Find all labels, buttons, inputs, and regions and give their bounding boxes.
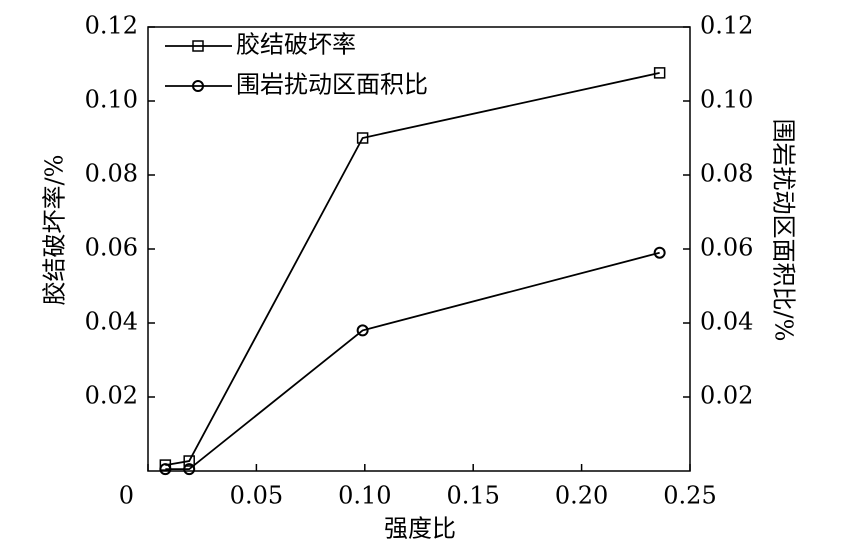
point	[653, 67, 666, 79]
y-tick-label: 0.10	[85, 86, 138, 114]
y-tick-label: 0.06	[85, 234, 138, 262]
y2-tick-label: 0.10	[700, 86, 753, 114]
y-tick-label: 0.02	[85, 382, 138, 410]
y-tick-label: 0.04	[85, 308, 138, 336]
point	[183, 455, 195, 467]
point	[653, 246, 666, 259]
x-tick-label: 0.15	[446, 482, 499, 510]
x-tick-label: 0	[119, 482, 134, 510]
legend-label: 胶结破坏率	[236, 31, 356, 59]
point	[356, 324, 369, 337]
series-line	[165, 251, 660, 471]
y-axis-label: 胶结破坏率/%	[41, 155, 69, 306]
legend-marker	[192, 40, 204, 52]
point	[159, 463, 172, 476]
point	[159, 459, 172, 471]
legend-marker	[192, 80, 204, 92]
series-line	[165, 72, 660, 466]
y2-tick-label: 0.12	[700, 12, 753, 40]
y-tick-label: 0.08	[85, 160, 138, 188]
legend-label: 围岩扰动区面积比	[236, 71, 428, 99]
point	[356, 132, 369, 144]
y2-tick-label: 0.02	[700, 382, 753, 410]
y2-tick-label: 0.08	[700, 160, 753, 188]
x-tick-label: 0.05	[230, 482, 283, 510]
x-axis-label: 强度比	[384, 515, 456, 543]
x-tick-label: 0.20	[555, 482, 608, 510]
point	[183, 463, 196, 476]
x-tick-label: 0.25	[663, 482, 716, 510]
y-tick-label: 0.12	[85, 12, 138, 40]
y2-tick-label: 0.04	[700, 308, 753, 336]
x-tick-label: 0.10	[338, 482, 391, 510]
y2-axis-label: 围岩扰动区面积比/%	[770, 119, 798, 342]
y2-tick-label: 0.06	[700, 234, 753, 262]
